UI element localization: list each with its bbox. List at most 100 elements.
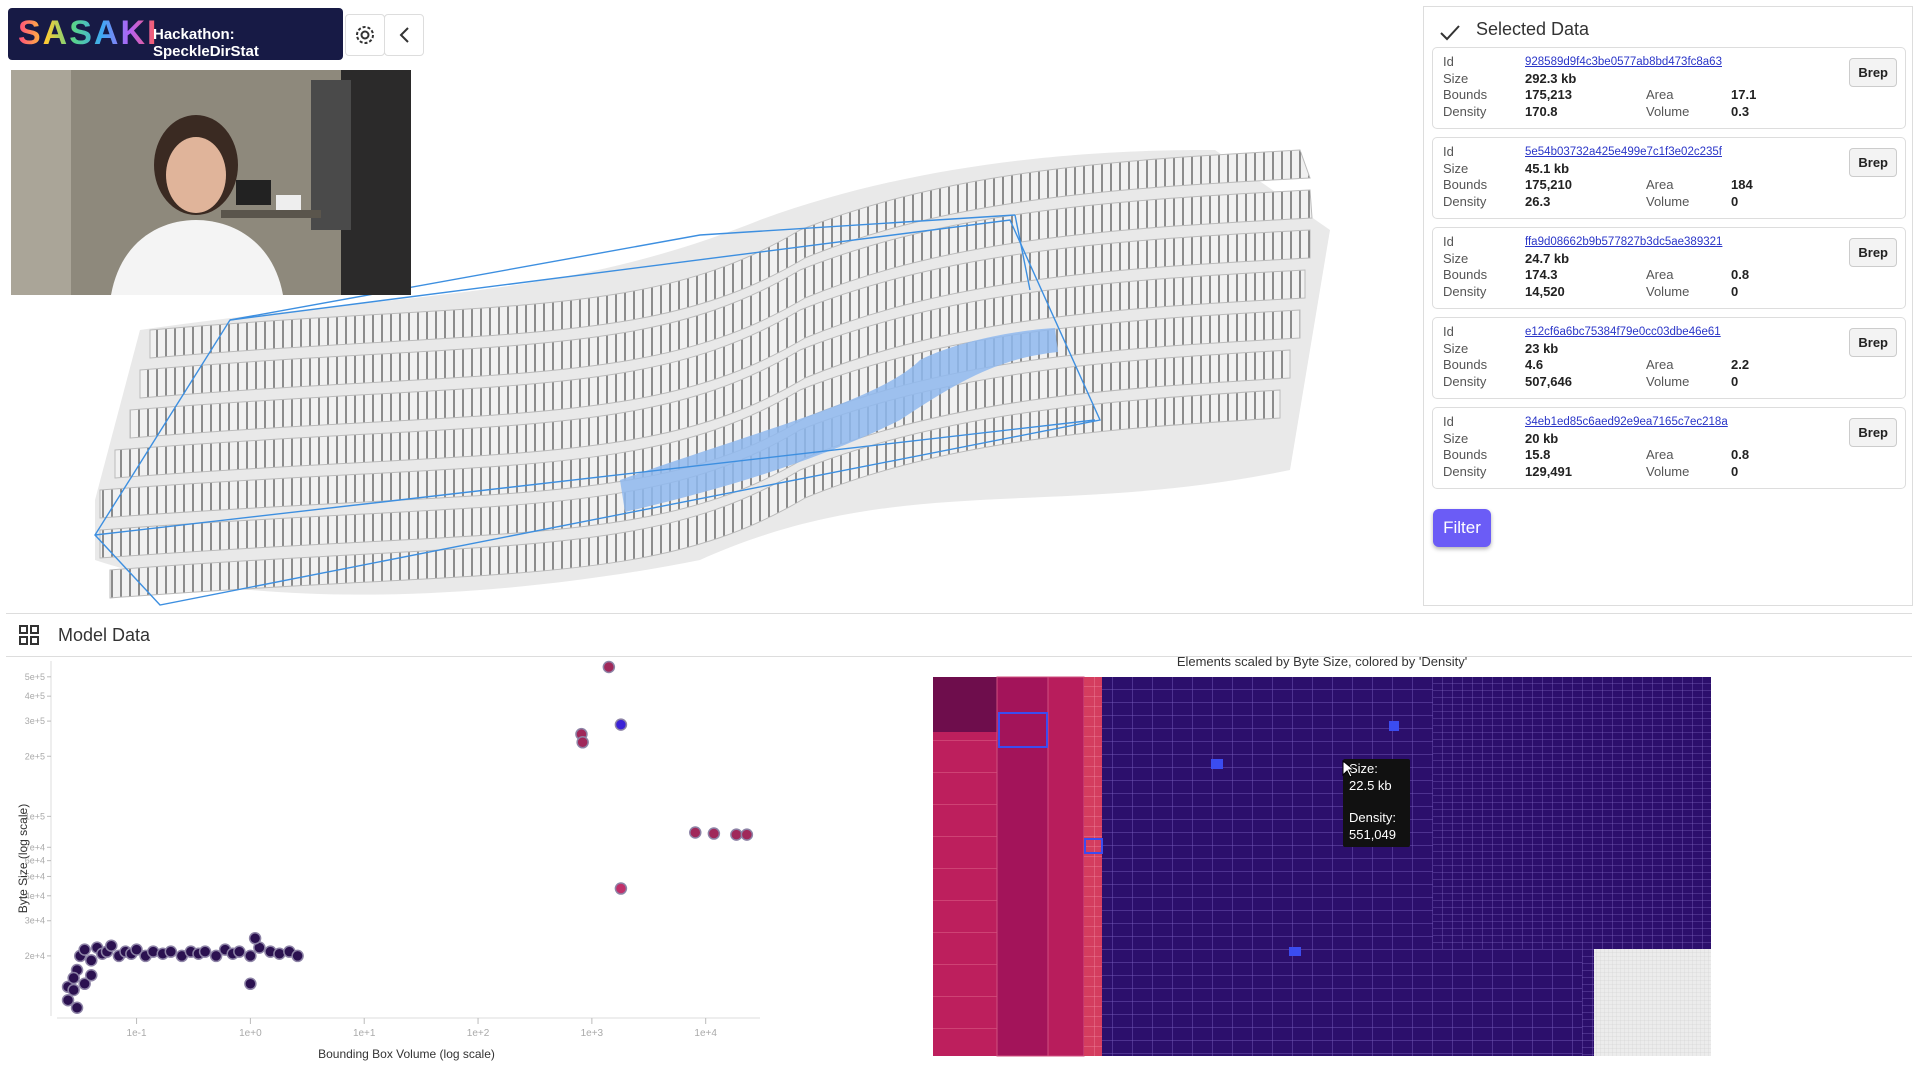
treemap-chart: Elements scaled by Byte Size, colored by… [933,655,1711,1057]
data-point [85,954,98,967]
check-icon [1440,25,1460,41]
field-value: 2.2 [1731,357,1750,372]
data-point [614,882,628,895]
collapse-button[interactable] [384,14,424,56]
field-label: Density [1443,373,1487,389]
webcam [11,70,411,295]
data-point [730,828,743,841]
y-tick-label: 7e+4 [25,842,45,852]
element-id-link[interactable]: e12cf6a6bc75384f79e0cc03dbe46e61 [1525,326,1721,338]
field-label: Density [1443,103,1487,119]
cursor [1342,759,1356,778]
field-label: Id [1443,234,1454,249]
x-tick-label: 1e+4 [694,1028,717,1039]
field-value: 0 [1731,283,1739,299]
field-label: Size [1443,430,1469,446]
grid-icon [19,625,39,645]
tooltip-density: 551,049 [1349,827,1396,842]
field-label: Bounds [1443,447,1488,462]
field-label: Area [1646,177,1674,192]
x-axis-title: Bounding Box Volume (log scale) [318,1047,495,1061]
app-header: SASAKI Hackathon: SpeckleDirStat [8,8,343,60]
field-value: 184 [1731,177,1753,192]
field-label: Area [1646,357,1674,372]
field-value: 507,646 [1525,373,1572,389]
viewport[interactable] [0,0,1419,612]
field-value: 175,213 [1525,87,1572,102]
element-card: Id 5e54b03732a425e499e7c1f3e02c235f Size 45… [1432,137,1906,219]
field-value: 0.8 [1731,267,1750,282]
filter-button[interactable]: Filter [1433,509,1491,547]
field-label: Bounds [1443,87,1488,102]
model-data-bar: Model Data [6,613,1912,657]
y-tick-label: 5e+4 [25,871,45,881]
panel-title: Selected Data [1476,19,1590,39]
y-tick-label: 1e+5 [25,811,45,821]
tooltip-density-label: Density: [1349,810,1396,825]
field-value: 26.3 [1525,193,1551,209]
brep-button[interactable]: Brep [1849,238,1897,267]
field-label: Size [1443,70,1469,86]
field-label: Volume [1646,463,1690,479]
field-value: 129,491 [1525,463,1572,479]
data-point [233,945,246,958]
element-card: Id e12cf6a6bc75384f79e0cc03dbe46e61 Size 23… [1432,317,1906,399]
element-id-link[interactable]: 5e54b03732a425e499e7c1f3e02c235f [1525,146,1722,158]
data-point [244,977,257,991]
x-tick-label: 1e+2 [467,1028,490,1039]
data-point [78,977,91,991]
logo: SASAKI [18,14,159,52]
brep-button[interactable]: Brep [1849,58,1897,87]
x-tick-label: 1e+0 [239,1028,262,1039]
data-point [291,949,304,963]
field-value: 17.1 [1731,87,1757,102]
brep-button[interactable]: Brep [1849,418,1897,447]
data-point [130,943,143,956]
field-value: 0 [1731,373,1739,389]
data-point [67,971,80,985]
field-value: 175,210 [1525,177,1572,192]
field-label: Density [1443,193,1487,209]
brep-button[interactable]: Brep [1849,328,1897,357]
y-tick-label: 4e+4 [25,891,45,901]
data-point [248,932,262,945]
field-label: Volume [1646,283,1690,299]
data-point [740,828,754,841]
element-id-link[interactable]: ffa9d08662b9b577827b3dc5ae389321 [1525,236,1723,248]
data-point [78,943,91,956]
element-card: Id 928589d9f4c3be0577ab8bd473fc8a63 Size 29… [1432,47,1906,129]
field-label: Id [1443,324,1454,339]
field-value: 170.8 [1525,103,1558,119]
y-tick-label: 2e+5 [25,751,45,761]
field-value: 15.8 [1525,447,1551,462]
x-tick-label: 1e+1 [353,1028,376,1039]
field-value: 14,520 [1525,283,1565,299]
data-point [244,949,257,963]
app-title: Hackathon: SpeckleDirStat [153,26,259,60]
scatter-chart: 1e-1 1e+0 1e+1 1e+2 1e+3 1e+4 2e+4 3e+4 4e+4 5e+4… [16,660,760,1061]
field-value: 4.6 [1525,357,1544,372]
y-tick-label: 3e+5 [25,716,45,726]
element-id-link[interactable]: 928589d9f4c3be0577ab8bd473fc8a63 [1525,56,1722,68]
data-point [689,826,702,839]
data-point [614,718,628,731]
field-value: 20 kb [1525,430,1559,446]
data-point [70,1001,84,1014]
field-value: 0.8 [1731,447,1750,462]
y-tick-label: 3e+4 [25,916,45,926]
treemap [933,676,1711,1057]
field-value: 292.3 kb [1525,70,1577,86]
treemap-title: Elements scaled by Byte Size, colored by… [1177,655,1467,669]
field-label: Id [1443,144,1454,159]
settings-button[interactable] [345,14,385,56]
field-value: 0 [1731,463,1739,479]
field-label: Bounds [1443,267,1488,282]
data-point [61,993,75,1007]
element-id-link[interactable]: 34eb1ed85c6aed92e9ea7165c7ec218a [1525,416,1728,428]
brep-button[interactable]: Brep [1849,148,1897,177]
field-label: Volume [1646,193,1690,209]
tooltip-size: 22.5 kb [1349,778,1392,793]
data-point [273,947,286,961]
data-point [576,736,589,749]
